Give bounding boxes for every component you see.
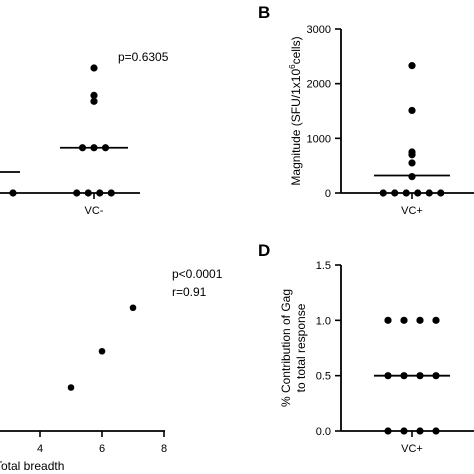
- panel-d: D VC+ % Contribution of Gag to total res…: [258, 241, 474, 455]
- panel-d-data-point: [416, 316, 424, 324]
- panel-b-data-point: [425, 189, 433, 197]
- panel-d-data-point: [400, 427, 408, 435]
- panel-b-data-point: [408, 173, 416, 181]
- panel-a-data-point: [96, 189, 104, 197]
- panel-b: B VC+ Magnitude (SFU/1x106cells) 0 1000 20…: [258, 3, 474, 217]
- panel-a-data-point: [73, 189, 81, 197]
- panel-d-label: D: [258, 241, 270, 260]
- panel-d-data-point: [416, 427, 424, 435]
- panel-b-y-axis-label: Magnitude (SFU/1x106cells): [288, 36, 303, 185]
- panel-c-x-tick-label: 4: [37, 443, 43, 455]
- panel-a-data-point: [107, 189, 115, 197]
- panel-d-data-point: [384, 316, 392, 324]
- panel-a-category-label: VC-: [85, 205, 104, 217]
- panel-b-y-axis-label-main: Magnitude (SFU/1x10: [289, 69, 303, 186]
- panel-c: Total breadth p<0.0001 r=0.91 4 6 8: [0, 267, 223, 473]
- panel-a-left-point: [9, 189, 17, 197]
- panel-b-y-axis-label-tail: cells): [289, 36, 303, 64]
- panel-d-y-tick-label: 0.5: [316, 371, 331, 383]
- panel-b-y-tick-label: 1000: [307, 133, 331, 145]
- panel-c-data-point: [129, 304, 137, 312]
- panel-b-label: B: [258, 3, 270, 22]
- panel-d-y-tick-label: 1.0: [316, 315, 331, 327]
- panel-a-p-value: p=0.6305: [118, 50, 169, 64]
- panel-d-data-point: [384, 427, 392, 435]
- panel-b-y-tick-label: 0: [325, 188, 331, 200]
- panel-b-data-point: [408, 159, 416, 167]
- panel-a-data-point: [90, 97, 98, 105]
- panel-c-x-tick-label: 6: [99, 443, 105, 455]
- panel-a-data-point: [90, 64, 98, 72]
- panel-c-data-point: [67, 384, 75, 391]
- panel-c-x-tick-label: 8: [161, 443, 167, 455]
- panel-b-data-point: [437, 189, 445, 197]
- panel-b-data-point: [414, 189, 422, 197]
- panel-b-data-point: [402, 189, 410, 197]
- panel-b-data-point: [408, 62, 416, 70]
- panel-d-y-tick-label: 0.0: [316, 426, 331, 438]
- panel-b-data-point: [391, 189, 399, 197]
- panel-a-data-point: [84, 189, 92, 197]
- panel-d-category-label: VC+: [401, 443, 423, 455]
- panel-d-data-point: [432, 427, 440, 435]
- panel-b-y-tick-label: 2000: [307, 79, 331, 91]
- panel-b-category-label: VC+: [401, 205, 423, 217]
- panel-d-y-tick-label: 1.5: [316, 260, 331, 272]
- panel-b-y-axis-label-sup: 6: [288, 64, 297, 69]
- panel-d-y-axis-label-line2: to total response: [294, 303, 308, 392]
- panel-b-data-point: [408, 106, 416, 115]
- panel-a: VC- p=0.6305: [0, 50, 169, 217]
- panel-d-y-axis-label-line1: % Contribution of Gag: [279, 289, 293, 407]
- panel-b-data-point: [408, 151, 416, 159]
- panel-a-data-point: [90, 91, 98, 99]
- panel-c-x-axis-label: Total breadth: [0, 459, 64, 473]
- panel-b-y-tick-label: 3000: [307, 24, 331, 36]
- panel-d-data-point: [432, 316, 440, 324]
- panel-c-data-point: [98, 347, 106, 355]
- panel-b-data-point: [379, 189, 387, 197]
- panel-c-r-value: r=0.91: [172, 285, 207, 299]
- panel-d-data-point: [400, 316, 408, 324]
- panel-c-p-value: p<0.0001: [172, 267, 223, 281]
